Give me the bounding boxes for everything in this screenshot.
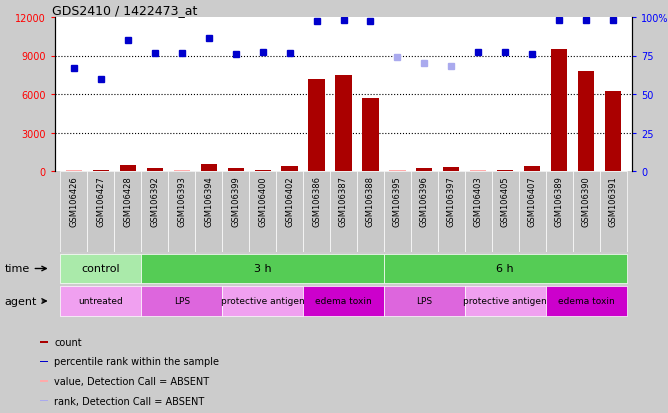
Bar [60, 286, 141, 317]
Text: GSM106400: GSM106400 [258, 176, 267, 226]
Text: GSM106405: GSM106405 [501, 176, 510, 226]
Bar [309, 79, 325, 171]
Bar [600, 171, 627, 252]
Text: GSM106403: GSM106403 [474, 176, 483, 226]
Text: GSM106396: GSM106396 [420, 176, 429, 226]
Text: GSM106389: GSM106389 [554, 176, 564, 226]
Text: GSM106391: GSM106391 [609, 176, 618, 226]
Bar [362, 99, 379, 171]
Bar [411, 171, 438, 252]
Bar [384, 254, 627, 284]
Bar [465, 286, 546, 317]
Bar [384, 171, 411, 252]
Bar [141, 171, 168, 252]
Bar [65, 170, 82, 171]
Text: GSM106399: GSM106399 [231, 176, 240, 226]
Text: GDS2410 / 1422473_at: GDS2410 / 1422473_at [52, 4, 198, 17]
Bar [416, 169, 432, 171]
Bar [60, 171, 88, 252]
Bar [228, 169, 244, 171]
Bar [141, 254, 384, 284]
Bar [330, 171, 357, 252]
Bar [40, 400, 47, 401]
Bar [605, 92, 621, 171]
Bar [40, 341, 47, 343]
Text: GSM106428: GSM106428 [124, 176, 132, 226]
Bar [40, 380, 47, 382]
Bar [255, 170, 271, 171]
Bar [276, 171, 303, 252]
Bar [120, 166, 136, 171]
Bar [174, 170, 190, 171]
Bar [551, 50, 567, 171]
Bar [384, 286, 465, 317]
Bar [357, 171, 384, 252]
Bar [303, 286, 384, 317]
Bar [281, 166, 298, 171]
Text: value, Detection Call = ABSENT: value, Detection Call = ABSENT [54, 376, 209, 386]
Bar [524, 166, 540, 171]
Bar [114, 171, 141, 252]
Text: protective antigen: protective antigen [220, 297, 305, 306]
Bar [303, 171, 330, 252]
Text: GSM106387: GSM106387 [339, 176, 348, 226]
Bar [40, 361, 47, 362]
Text: edema toxin: edema toxin [558, 297, 615, 306]
Text: 6 h: 6 h [496, 264, 514, 274]
Bar [195, 171, 222, 252]
Bar [546, 171, 572, 252]
Text: GSM106392: GSM106392 [150, 176, 159, 226]
Bar [389, 170, 405, 171]
Text: control: control [81, 264, 120, 274]
Text: edema toxin: edema toxin [315, 297, 372, 306]
Text: time: time [5, 264, 46, 274]
Bar [200, 164, 217, 171]
Bar [546, 286, 627, 317]
Text: GSM106427: GSM106427 [96, 176, 106, 226]
Text: untreated: untreated [78, 297, 123, 306]
Bar [465, 171, 492, 252]
Text: GSM106390: GSM106390 [582, 176, 591, 226]
Bar [88, 171, 114, 252]
Bar [141, 286, 222, 317]
Text: GSM106397: GSM106397 [447, 176, 456, 226]
Text: GSM106402: GSM106402 [285, 176, 294, 226]
Text: protective antigen: protective antigen [464, 297, 547, 306]
Bar [249, 171, 276, 252]
Bar [168, 171, 195, 252]
Bar [470, 170, 486, 171]
Bar [60, 254, 141, 284]
Text: GSM106395: GSM106395 [393, 176, 402, 226]
Bar [519, 171, 546, 252]
Bar [492, 171, 519, 252]
Bar [497, 170, 514, 171]
Bar [222, 171, 249, 252]
Bar [438, 171, 465, 252]
Text: count: count [54, 337, 82, 347]
Text: GSM106393: GSM106393 [177, 176, 186, 226]
Text: agent: agent [5, 296, 46, 306]
Text: GSM106386: GSM106386 [312, 176, 321, 226]
Text: GSM106394: GSM106394 [204, 176, 213, 226]
Text: percentile rank within the sample: percentile rank within the sample [54, 356, 219, 366]
Text: GSM106407: GSM106407 [528, 176, 537, 226]
Bar [222, 286, 303, 317]
Bar [578, 72, 595, 171]
Text: LPS: LPS [416, 297, 432, 306]
Text: 3 h: 3 h [254, 264, 271, 274]
Text: GSM106426: GSM106426 [69, 176, 78, 226]
Text: GSM106388: GSM106388 [366, 176, 375, 226]
Bar [335, 76, 351, 171]
Text: LPS: LPS [174, 297, 190, 306]
Bar [444, 167, 460, 171]
Bar [572, 171, 600, 252]
Text: rank, Detection Call = ABSENT: rank, Detection Call = ABSENT [54, 396, 204, 406]
Bar [147, 169, 163, 171]
